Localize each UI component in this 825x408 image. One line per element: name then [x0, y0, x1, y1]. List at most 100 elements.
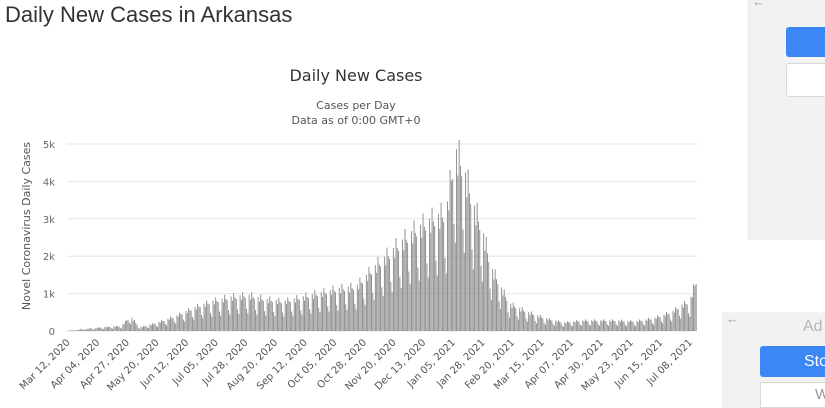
bar: [189, 310, 191, 331]
bar: [73, 330, 75, 331]
bar: [219, 311, 220, 331]
bar: [122, 324, 124, 331]
bar: [693, 284, 695, 331]
bar: [246, 308, 248, 331]
bar: [418, 280, 420, 331]
bar: [410, 231, 412, 331]
bar: [213, 304, 215, 331]
sidebar-w-field[interactable]: W: [760, 382, 825, 408]
bar: [420, 224, 421, 331]
bar: [385, 265, 387, 331]
bar: [295, 302, 296, 331]
bar: [637, 322, 639, 331]
bar: [135, 322, 137, 331]
bar: [291, 311, 293, 331]
bar: [421, 237, 423, 331]
bar: [271, 302, 273, 331]
bar: [438, 214, 439, 331]
bar: [452, 178, 454, 331]
bar: [260, 294, 262, 331]
bar: [87, 328, 89, 331]
bar: [356, 284, 358, 331]
bar: [293, 298, 295, 331]
bar: [427, 277, 429, 331]
bar: [573, 321, 575, 331]
bar: [609, 320, 611, 331]
bar: [544, 324, 546, 331]
bar: [615, 324, 617, 331]
bar: [204, 306, 206, 331]
bar: [645, 319, 647, 331]
bar: [472, 269, 474, 331]
bar: [173, 322, 175, 331]
bar: [430, 232, 432, 331]
bar: [587, 321, 589, 331]
bar: [132, 320, 134, 331]
bar: [247, 313, 249, 331]
bar: [660, 321, 662, 331]
bar: [115, 325, 117, 331]
bar: [462, 229, 464, 331]
bar: [680, 318, 682, 331]
bar: [337, 310, 339, 331]
bar: [622, 320, 624, 331]
bar: [566, 321, 568, 331]
bar: [103, 329, 105, 331]
bar: [202, 318, 204, 331]
bar: [97, 327, 99, 331]
bar: [229, 314, 231, 331]
bar: [389, 258, 391, 331]
bar: [597, 324, 599, 331]
bar: [591, 320, 593, 331]
bar: [404, 228, 406, 331]
bar: [497, 284, 499, 331]
bar: [608, 325, 610, 331]
sidebar-input-box[interactable]: [786, 63, 825, 97]
bar: [627, 320, 629, 331]
bar: [675, 306, 677, 331]
bar: [338, 287, 340, 331]
bar: [448, 210, 450, 331]
bar: [512, 302, 514, 331]
bar: [323, 287, 325, 331]
bar: [441, 217, 443, 331]
bar: [72, 330, 74, 331]
bar: [198, 306, 200, 331]
bar: [162, 321, 164, 331]
bar: [302, 296, 304, 331]
bar: [382, 296, 384, 331]
bar: [242, 291, 244, 331]
sidebar-store-button[interactable]: Sto: [760, 346, 825, 377]
bar: [521, 307, 523, 331]
bar: [572, 326, 573, 331]
bar: [90, 328, 92, 331]
bar: [106, 326, 108, 331]
bar: [119, 327, 121, 331]
bar: [126, 320, 128, 331]
sidebar-primary-button[interactable]: [786, 27, 825, 57]
bar: [336, 305, 338, 331]
bar: [431, 207, 433, 331]
bar: [463, 252, 465, 331]
bar: [100, 327, 102, 331]
back-arrow-icon-bottom[interactable]: ←: [726, 311, 739, 326]
bar: [429, 218, 430, 331]
bar: [526, 321, 528, 331]
bar: [557, 320, 559, 331]
y-tick-label: 1k: [43, 290, 55, 301]
bar: [244, 297, 246, 331]
bar: [166, 325, 168, 331]
page-title: Daily New Cases in Arkansas: [5, 2, 293, 27]
bar: [316, 296, 318, 331]
bar: [325, 294, 327, 331]
back-arrow-icon[interactable]: ←: [752, 0, 765, 9]
bar: [590, 325, 592, 331]
bar: [239, 295, 241, 331]
bar: [371, 274, 372, 331]
bar: [92, 329, 94, 331]
bar: [492, 269, 494, 331]
bar: [630, 319, 631, 331]
bar: [182, 319, 184, 331]
bar: [85, 329, 86, 331]
bar: [139, 329, 141, 331]
